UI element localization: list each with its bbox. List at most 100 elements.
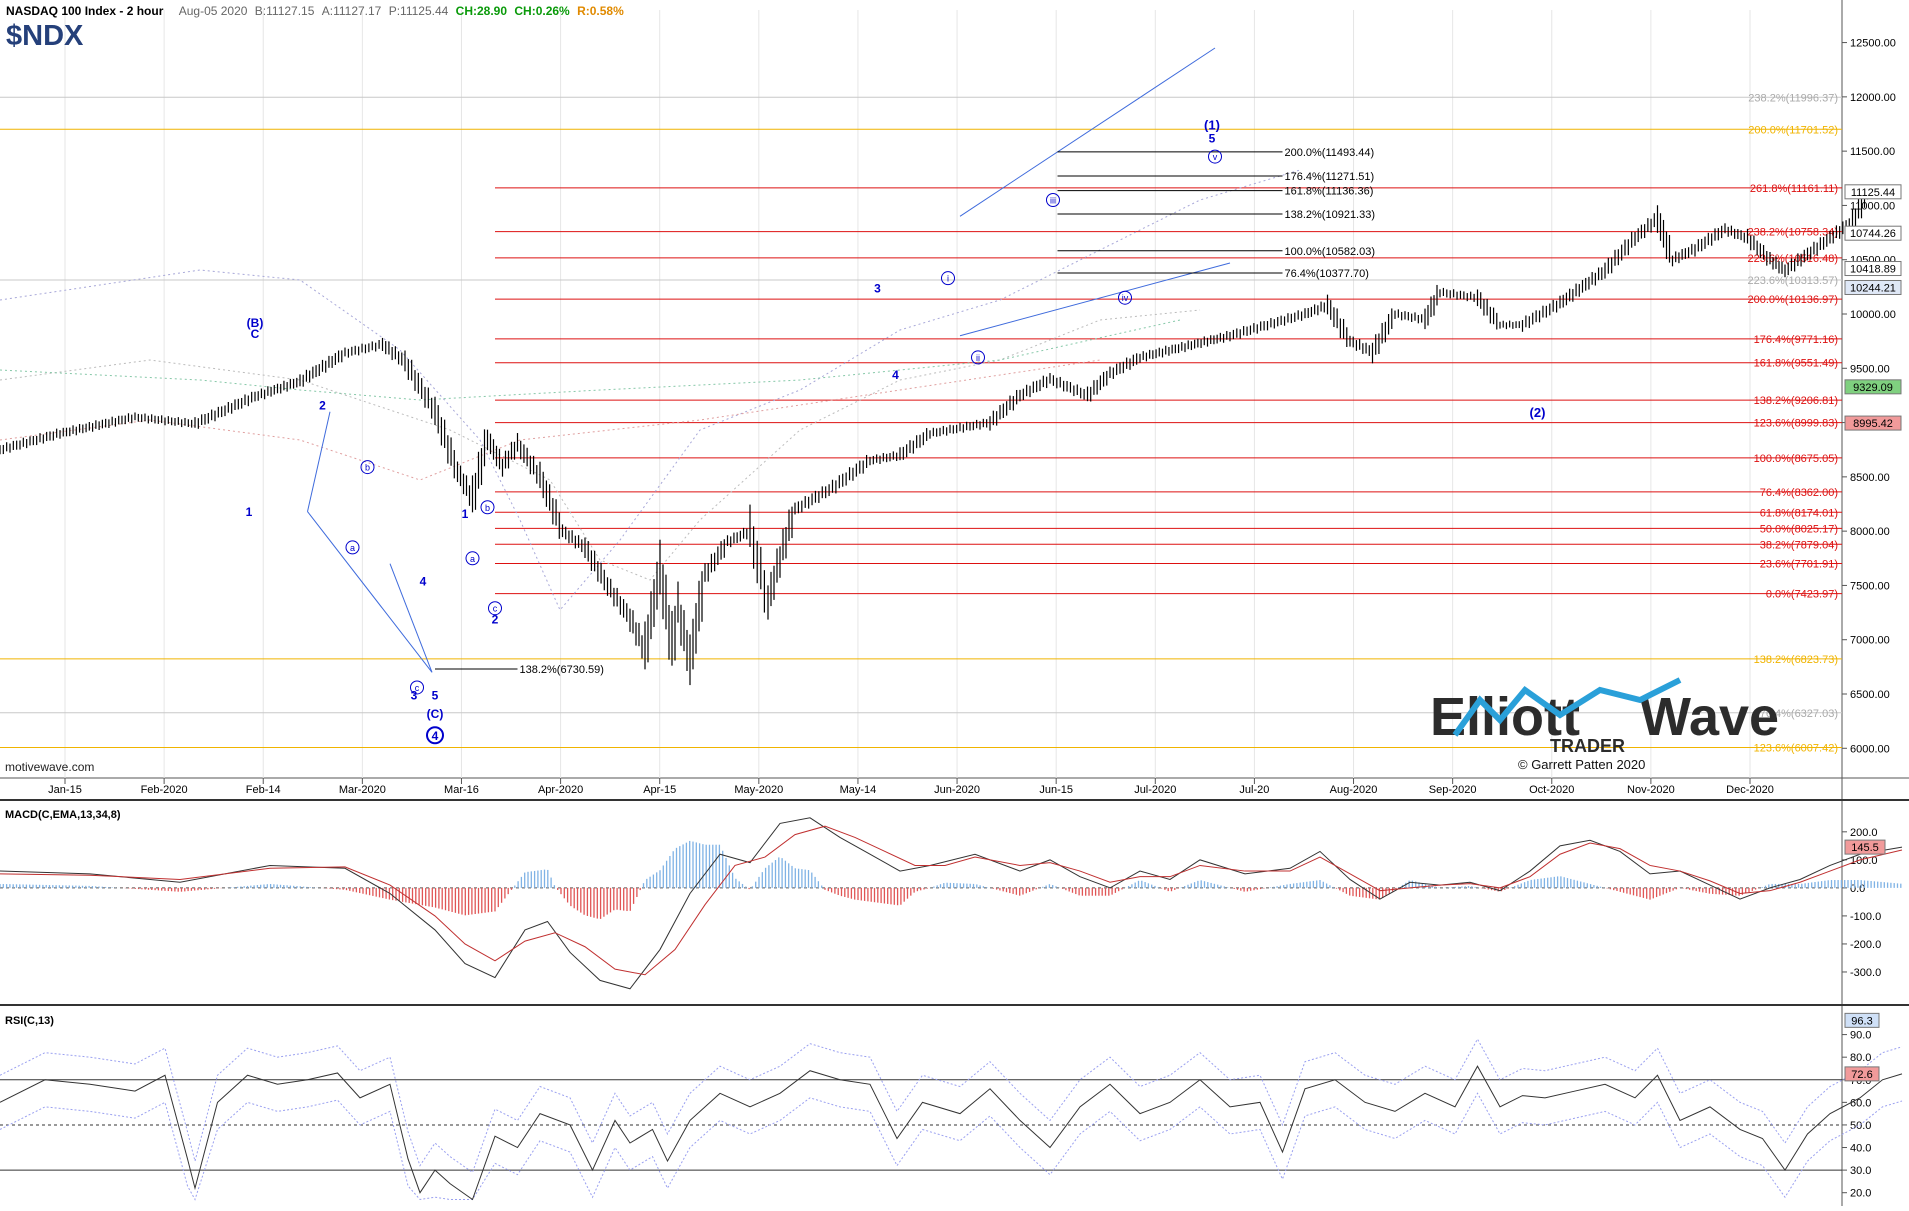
wave-circle [345, 540, 360, 555]
wave-label: 2 [492, 612, 499, 626]
fib-label: 261.8%(11161.11) [1750, 183, 1838, 195]
rsi-value-box [1844, 1012, 1880, 1028]
price-box-label: 11125.44 [1851, 187, 1895, 199]
rsi-lower-band [0, 1092, 1903, 1201]
price-box-label: 8995.42 [1853, 418, 1893, 430]
x-tick-label: Jan-15 [48, 784, 82, 796]
measurement-label: 161.8%(11136.36) [1285, 186, 1374, 198]
macd-title: MACD(C,EMA,13,34,8) [5, 809, 121, 821]
macd-tick-label: -100.0 [1850, 911, 1881, 923]
measurement-label: 100.0%(10582.03) [1285, 246, 1376, 258]
wave-label: 4 [892, 368, 899, 382]
x-tick-label: May-14 [840, 784, 877, 796]
symbol-label: $NDX [6, 20, 84, 52]
x-tick-label: Sep-2020 [1429, 784, 1477, 796]
macd-tick-label: -300.0 [1850, 967, 1881, 979]
wave-label: 4 [420, 574, 427, 588]
logo-copyright: © Garrett Patten 2020 [1518, 757, 1645, 772]
wave-label: (B) [247, 316, 264, 330]
header-change: CH:28.90 [455, 4, 508, 18]
fib-label: 176.4%(9771.16) [1754, 334, 1838, 346]
ma-curve [0, 309, 1201, 581]
wave-label: 3 [411, 688, 418, 702]
wave-circle [465, 551, 480, 566]
trend-channel-line [959, 262, 1231, 337]
wave-circle [360, 460, 375, 475]
logo-wave-swoosh [1452, 677, 1682, 737]
x-tick-label: Oct-2020 [1529, 784, 1574, 796]
wave-label-circled: i [947, 274, 949, 284]
ma-curve [0, 169, 1301, 611]
x-tick-label: Aug-2020 [1330, 784, 1378, 796]
price-box [1844, 184, 1902, 200]
rsi-tick-label: 50.0 [1850, 1120, 1871, 1132]
macd-value-box [1844, 839, 1886, 855]
y-tick-label: 10000.00 [1850, 309, 1896, 321]
logo-word-2: Wave [1640, 687, 1779, 747]
wave-circle [410, 680, 424, 695]
rsi-value-box [1844, 1066, 1880, 1082]
y-tick-label: 11500.00 [1850, 146, 1895, 158]
y-tick-label: 6000.00 [1850, 743, 1890, 755]
y-tick-label: 8500.00 [1850, 472, 1890, 484]
measurement-label: 200.0%(11493.44) [1285, 147, 1375, 159]
wave-circle [488, 601, 502, 616]
header-change-pct: CH:0.26% [514, 4, 570, 18]
y-tick-label: 9500.00 [1850, 363, 1890, 375]
x-tick-label: Feb-14 [246, 784, 281, 796]
wave-label-circled: iv [1122, 293, 1129, 303]
fib-label: 123.6%(6007.42) [1754, 742, 1838, 754]
price-box [1844, 225, 1902, 241]
price-box [1844, 379, 1902, 395]
rsi-tick-label: 20.0 [1850, 1188, 1871, 1200]
measurement-label: 176.4%(11271.51) [1285, 171, 1375, 183]
fib-label: 176.4%(6327.03) [1754, 708, 1838, 720]
rsi-title: RSI(C,13) [5, 1015, 54, 1027]
price-box [1844, 261, 1902, 277]
rsi-tick-label: 90.0 [1850, 1030, 1871, 1042]
macd-value-label: 145.5 [1851, 842, 1879, 854]
fib-label: 138.2%(9206.81) [1754, 395, 1838, 407]
fib-label: 200.0%(10136.97) [1747, 294, 1838, 306]
wave-label-circled: ii [976, 353, 980, 363]
fib-label: 138.2%(6823.73) [1754, 654, 1838, 666]
ma-curve [0, 319, 1181, 401]
header-ask: A:11127.17 [321, 4, 382, 18]
rsi-tick-label: 40.0 [1850, 1143, 1871, 1155]
wave-circle [480, 500, 495, 515]
fib-label: 238.2%(11996.37) [1748, 92, 1838, 104]
wave-circle-major [426, 726, 444, 745]
fib-label: 0.0%(7423.97) [1766, 589, 1838, 601]
price-box-label: 10418.89 [1850, 264, 1896, 276]
wave-label-circled: iii [1050, 196, 1056, 206]
wave-circle [1118, 290, 1132, 305]
wave-label: (C) [427, 707, 444, 721]
price-box-label: 9329.09 [1853, 382, 1893, 394]
fib-label: 61.8%(8174.01) [1760, 507, 1838, 519]
measurement-label: 138.2%(6730.59) [520, 664, 604, 676]
wave-label-circled: a [350, 543, 355, 553]
wave-label: 1 [462, 507, 469, 521]
header-price: P:11125.44 [388, 4, 449, 18]
x-tick-label: Mar-2020 [339, 784, 386, 796]
rsi-line [0, 1065, 1903, 1201]
measurement-label: 138.2%(10921.33) [1285, 209, 1376, 221]
x-tick-label: Jun-2020 [934, 784, 980, 796]
wave-label: 5 [1209, 131, 1216, 145]
wave-label-circled: a [470, 554, 475, 564]
y-tick-label: 6500.00 [1850, 689, 1890, 701]
macd-signal-line [0, 825, 1903, 976]
x-tick-label: Jun-15 [1039, 784, 1073, 796]
fib-label: 123.6%(8999.83) [1754, 418, 1838, 430]
fib-label: 161.8%(9551.49) [1754, 358, 1838, 370]
wave-label: 1 [246, 505, 253, 519]
header-date: Aug-05 2020 [178, 4, 248, 18]
fib-label: 76.4%(8362.00) [1760, 487, 1838, 499]
price-box [1844, 279, 1902, 295]
fib-label: 223.6%(10516.48) [1747, 253, 1838, 265]
wave-label-circled: c [493, 604, 498, 614]
instrument-name: NASDAQ 100 Index - 2 hour [6, 4, 164, 18]
macd-tick-label: -200.0 [1850, 939, 1881, 951]
